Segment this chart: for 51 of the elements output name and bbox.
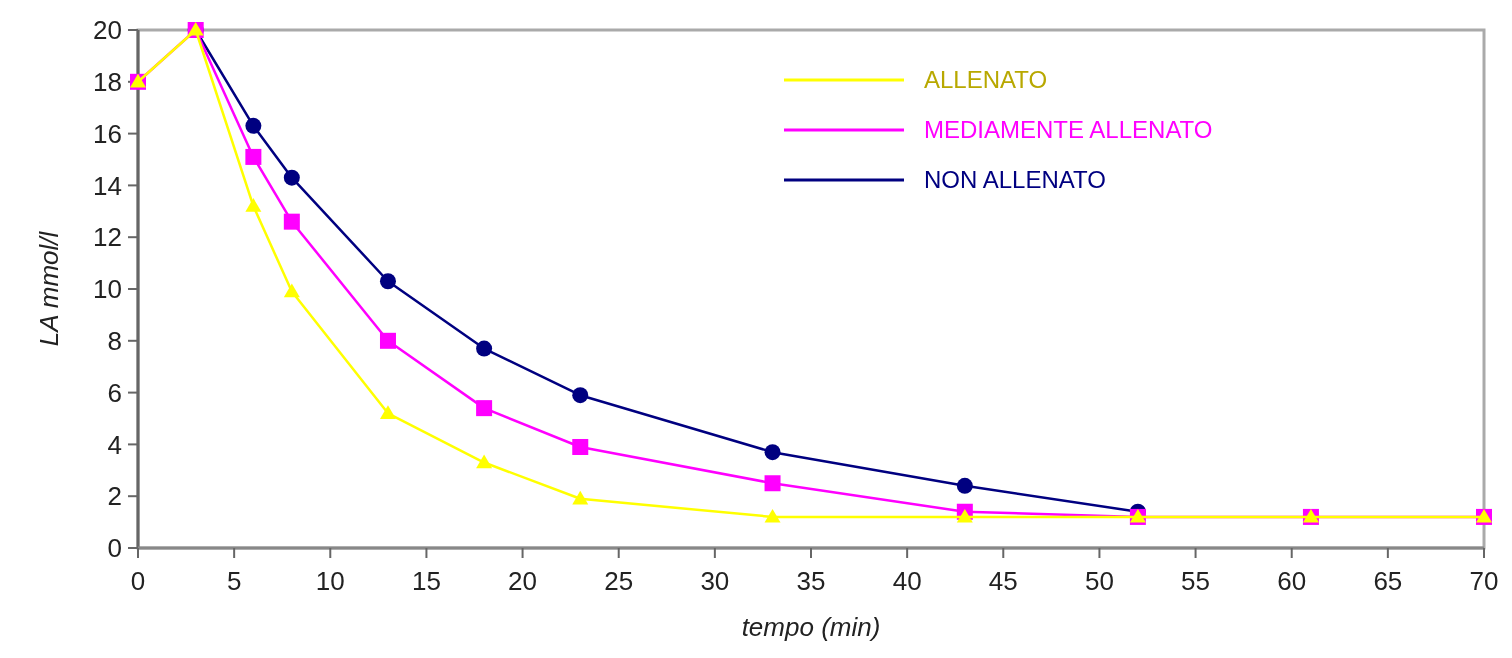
y-axis-title: LA mmol/l: [34, 230, 64, 347]
x-tick-label: 35: [796, 566, 826, 596]
x-tick-label: 0: [130, 566, 146, 596]
y-tick-label: 20: [93, 15, 122, 46]
point: [379, 332, 396, 349]
y-tick-label: 10: [93, 274, 122, 305]
x-tick-label: 40: [892, 566, 922, 596]
x-tick-label: 10: [315, 566, 345, 596]
point: [764, 475, 781, 492]
point: [379, 405, 396, 419]
y-tick-label: 2: [107, 481, 122, 512]
point: [572, 490, 589, 505]
point: [283, 169, 300, 186]
legend-label: MEDIAMENTE ALLENATO: [924, 116, 1213, 144]
point: [245, 117, 262, 134]
x-tick-label: 65: [1373, 566, 1403, 596]
x-axis-title: tempo (min): [741, 612, 881, 642]
legend-label: NON ALLENATO: [924, 166, 1106, 194]
point: [283, 213, 300, 230]
y-tick-label: 16: [93, 118, 122, 149]
x-tick-label: 45: [988, 566, 1018, 596]
y-tick-label: 14: [93, 170, 122, 201]
x-tick-label: 55: [1181, 566, 1211, 596]
point: [476, 340, 493, 357]
y-tick-label: 18: [93, 66, 122, 97]
x-tick-label: 25: [604, 566, 634, 596]
legend-label: ALLENATO: [924, 66, 1048, 94]
y-tick-label: 12: [93, 222, 122, 253]
point: [245, 198, 262, 212]
point: [379, 273, 396, 290]
point: [572, 438, 589, 455]
x-tick-label: 50: [1084, 566, 1114, 596]
x-tick-label: 70: [1469, 566, 1499, 596]
y-tick-label: 8: [107, 325, 122, 356]
point: [245, 148, 262, 165]
x-tick-label: 5: [226, 566, 242, 596]
point: [476, 454, 493, 469]
y-tick-label: 6: [107, 377, 122, 408]
y-tick-label: 0: [107, 533, 122, 564]
point: [572, 387, 589, 404]
x-tick-label: 30: [700, 566, 730, 596]
y-tick-label: 4: [107, 429, 122, 460]
x-tick-label: 15: [411, 566, 441, 596]
point: [956, 508, 973, 523]
point: [283, 283, 300, 298]
x-tick-label: 60: [1277, 566, 1307, 596]
point: [764, 508, 781, 523]
x-tick-label: 20: [508, 566, 538, 596]
point: [956, 477, 973, 494]
point: [764, 444, 781, 461]
point: [476, 400, 493, 417]
